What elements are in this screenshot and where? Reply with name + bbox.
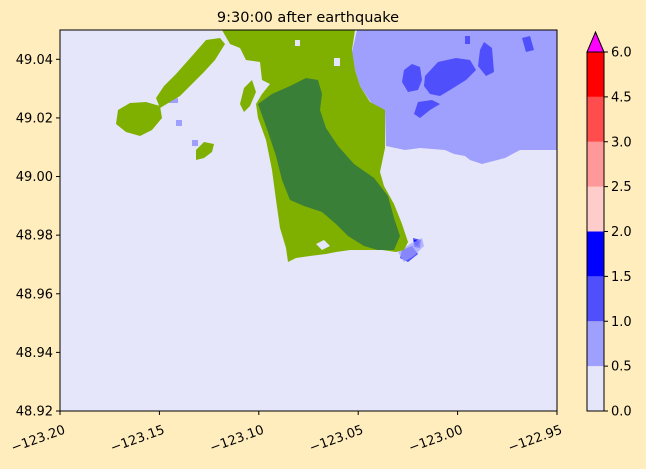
flood-zone-light — [352, 30, 557, 164]
colorbar-segment — [587, 231, 604, 277]
colorbar-segment — [587, 366, 604, 411]
colorbar-segment — [587, 276, 604, 322]
colorbar: 0.0 0.5 1.0 1.5 2.0 2.5 3.0 4.5 6.0 — [586, 30, 632, 420]
land-dark — [258, 78, 400, 250]
flood-zone-medium — [478, 42, 494, 76]
y-tick-label: 49.00 — [16, 170, 53, 185]
colorbar-segment — [587, 321, 604, 367]
colorbar-tick-label: 3.0 — [611, 135, 632, 150]
land-light — [156, 38, 225, 108]
flood-zone-medium — [414, 100, 440, 118]
colorbar-tick-label: 2.0 — [611, 225, 632, 240]
flood-zone-light — [192, 140, 198, 146]
colorbar-tick-label: 1.0 — [611, 315, 632, 330]
y-tick-label: 49.02 — [16, 111, 53, 126]
land-light — [196, 142, 214, 160]
land-hole — [295, 40, 300, 46]
y-tick-label: 48.98 — [16, 229, 53, 244]
land-hole — [334, 58, 340, 66]
colorbar-extend-arrow — [586, 30, 605, 53]
land-hole — [316, 240, 330, 250]
axes-frame — [59, 29, 558, 412]
flood-zone-light — [398, 238, 424, 262]
x-tick-label: −122.95 — [506, 423, 564, 456]
y-tick-label: 48.92 — [16, 405, 53, 420]
colorbar-tick-label: 2.5 — [611, 180, 632, 195]
chart-title: 9:30:00 after earthquake — [217, 10, 399, 26]
x-tick-label: −123.00 — [407, 423, 465, 456]
colorbar-tick-label: 0.5 — [611, 360, 632, 375]
x-tick-label: −123.20 — [9, 423, 67, 456]
colorbar-tick-label: 1.5 — [611, 270, 632, 285]
x-axis: −123.20 −123.15 −123.10 −123.05 −123.00 −122.… — [9, 411, 564, 456]
colorbar-segment — [587, 96, 604, 142]
colorbar-tick-label: 6.0 — [611, 46, 632, 61]
x-tick-label: −123.10 — [208, 423, 266, 456]
flood-zone-medium — [522, 36, 534, 52]
x-tick-label: −123.05 — [307, 423, 365, 456]
y-tick-label: 48.94 — [16, 346, 53, 361]
flood-zone-medium — [402, 64, 422, 92]
x-tick-label: −123.15 — [109, 423, 167, 456]
flood-zone-medium — [424, 58, 476, 96]
land-light — [116, 102, 162, 136]
colorbar-segment — [587, 52, 604, 97]
flood-zone-light — [176, 120, 182, 126]
colorbar-tick-label: 0.0 — [611, 405, 632, 420]
y-tick-label: 48.96 — [16, 287, 53, 302]
land-light — [240, 80, 256, 112]
colorbar-segment — [587, 141, 604, 187]
y-axis: 48.92 48.94 48.96 48.98 49.00 49.02 49.04 — [16, 53, 60, 420]
plot-area — [60, 30, 557, 411]
colorbar-segment — [587, 186, 604, 232]
y-tick-label: 49.04 — [16, 53, 53, 68]
colorbar-tick-label: 4.5 — [611, 90, 632, 105]
flood-zone-medium — [465, 36, 470, 44]
